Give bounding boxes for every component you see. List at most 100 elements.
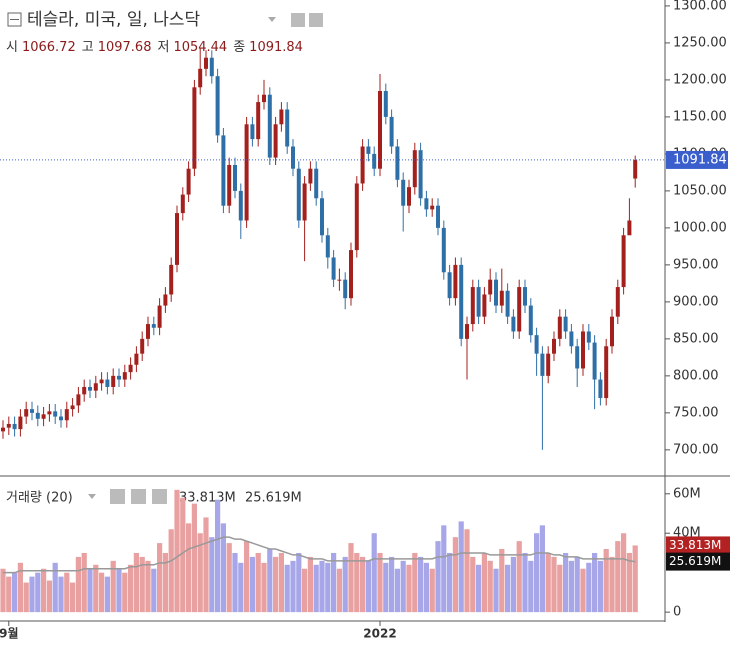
volume-bar xyxy=(464,529,470,613)
candle-body xyxy=(250,124,255,140)
volume-bar xyxy=(133,552,139,613)
candle-body xyxy=(198,68,203,88)
volume-bar xyxy=(603,549,609,613)
volume-last-box xyxy=(666,536,730,555)
candle-body xyxy=(627,220,632,236)
volume-bar xyxy=(52,562,58,613)
volume-bar xyxy=(168,529,174,613)
candle-body xyxy=(41,414,46,419)
volume-bar xyxy=(516,541,522,613)
candle-body xyxy=(447,272,452,299)
candle-body xyxy=(82,386,87,395)
candle-body xyxy=(604,346,609,399)
ohlc-value: 1091.84 xyxy=(249,40,303,55)
candle-body xyxy=(140,338,145,354)
candle-body xyxy=(24,409,29,417)
candle-body xyxy=(117,375,121,380)
volume-bar xyxy=(220,523,226,613)
volume-bar xyxy=(261,562,267,613)
volume-bar xyxy=(46,580,52,613)
volume-bar xyxy=(539,525,545,613)
volume-bar xyxy=(0,568,6,613)
volume-bar xyxy=(238,562,244,613)
candle-body xyxy=(615,287,620,317)
candle-body xyxy=(436,205,440,228)
candle-body xyxy=(314,168,319,199)
volume-bar xyxy=(307,556,313,613)
volume-bar xyxy=(609,556,615,613)
candle-body xyxy=(273,124,278,158)
y-tick-label: 1200.00 xyxy=(673,72,727,87)
candle-body xyxy=(6,423,11,428)
candle-body xyxy=(296,168,301,221)
candle-body xyxy=(262,94,266,103)
y-tick-label: 800.00 xyxy=(673,368,719,383)
settings-icon[interactable] xyxy=(131,489,146,504)
candle-body xyxy=(238,190,243,221)
volume-bar xyxy=(17,562,23,613)
volume-bar xyxy=(93,564,99,613)
volume-bar xyxy=(522,552,528,613)
candle-body xyxy=(1,427,5,432)
y-tick-label: 0 xyxy=(673,605,681,620)
volume-bar xyxy=(145,560,151,613)
volume-bar xyxy=(290,560,296,613)
candle-body xyxy=(395,146,400,180)
collapse-icon[interactable] xyxy=(7,12,22,27)
dropdown-arrow[interactable] xyxy=(268,17,276,22)
volume-bar xyxy=(249,556,255,613)
candle-body xyxy=(343,279,348,299)
volume-bar xyxy=(267,549,273,613)
candle-body xyxy=(349,250,353,299)
x-tick-label: 9월 xyxy=(0,626,18,641)
candle-body xyxy=(175,213,179,265)
candle-body xyxy=(366,146,371,154)
candle-body xyxy=(430,205,435,210)
candle-body xyxy=(111,375,116,387)
candle-body xyxy=(523,287,527,306)
volume-bar xyxy=(209,537,215,613)
volume-bar xyxy=(418,556,424,613)
candle-body xyxy=(407,187,411,206)
candle-body xyxy=(291,146,295,169)
ohlc-label: 종 xyxy=(233,40,245,55)
volume-bar xyxy=(128,564,134,613)
candle-body xyxy=(610,316,614,347)
volume-bar xyxy=(476,564,482,613)
volume-bar xyxy=(348,543,354,613)
volume-bar xyxy=(394,568,400,613)
volume-bar xyxy=(360,556,366,613)
volume-bar xyxy=(615,541,621,613)
candle-body xyxy=(93,383,98,391)
eye-icon[interactable] xyxy=(110,489,125,504)
candle-body xyxy=(401,179,406,206)
volume-bar xyxy=(273,556,279,613)
candle-body xyxy=(59,416,63,421)
x-tick-label: 2022 xyxy=(363,627,396,641)
volume-bar xyxy=(435,541,441,613)
dropdown-arrow[interactable] xyxy=(88,494,96,499)
candle-body xyxy=(204,57,208,69)
y-tick-label: 700.00 xyxy=(673,442,719,457)
volume-bar xyxy=(626,552,632,613)
close-icon[interactable] xyxy=(152,489,167,504)
volume-bar xyxy=(87,568,93,613)
candle-body xyxy=(592,342,597,380)
settings-icon[interactable] xyxy=(309,13,323,27)
candle-body xyxy=(505,290,510,317)
volume-bar xyxy=(139,556,145,613)
eye-icon[interactable] xyxy=(291,13,305,27)
candle-body xyxy=(215,76,220,136)
y-tick-label: 1150.00 xyxy=(673,109,727,124)
candle-body xyxy=(331,257,336,280)
candle-body xyxy=(389,116,394,147)
volume-bar xyxy=(377,552,383,613)
candle-body xyxy=(575,346,580,369)
candle-body xyxy=(30,409,34,413)
volume-bar xyxy=(197,533,203,613)
volume-bar xyxy=(580,568,586,613)
candle-body xyxy=(180,194,185,214)
volume-title: 거래량 (20) xyxy=(6,491,73,506)
volume-bar xyxy=(157,543,163,613)
ohlc-value: 1097.68 xyxy=(98,40,152,55)
